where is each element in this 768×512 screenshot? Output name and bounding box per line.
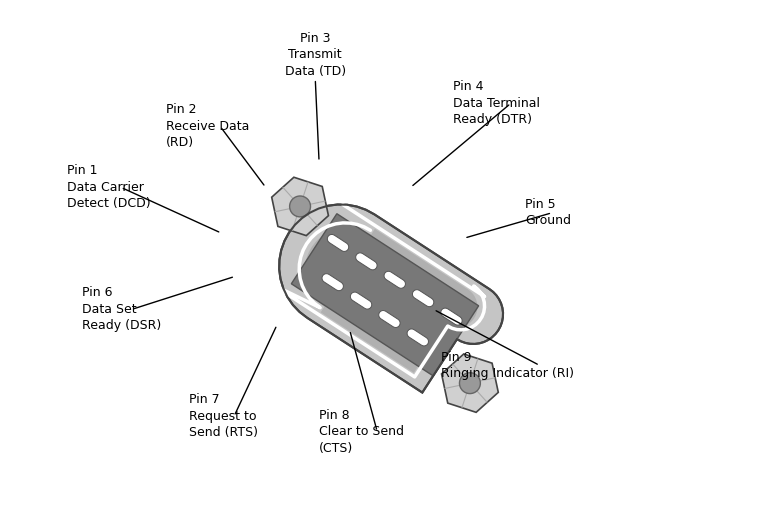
Text: Pin 2
Receive Data
(RD): Pin 2 Receive Data (RD) [167, 103, 250, 149]
Polygon shape [407, 329, 429, 346]
Polygon shape [327, 234, 349, 251]
Polygon shape [280, 204, 503, 393]
Polygon shape [441, 308, 462, 325]
Polygon shape [272, 177, 329, 236]
Polygon shape [412, 290, 434, 307]
Polygon shape [305, 227, 478, 373]
Text: Pin 5
Ground: Pin 5 Ground [525, 198, 571, 227]
Text: Pin 8
Clear to Send
(CTS): Pin 8 Clear to Send (CTS) [319, 409, 404, 455]
Text: Pin 4
Data Terminal
Ready (DTR): Pin 4 Data Terminal Ready (DTR) [453, 80, 540, 126]
Polygon shape [379, 311, 400, 328]
Text: Pin 1
Data Carrier
Detect (DCD): Pin 1 Data Carrier Detect (DCD) [67, 164, 151, 210]
Polygon shape [356, 253, 377, 270]
Polygon shape [442, 354, 498, 412]
Text: Pin 9
Ringing Indicator (RI): Pin 9 Ringing Indicator (RI) [442, 351, 574, 380]
Text: Pin 6
Data Set
Ready (DSR): Pin 6 Data Set Ready (DSR) [82, 287, 161, 332]
Text: Pin 7
Request to
Send (RTS): Pin 7 Request to Send (RTS) [189, 393, 258, 439]
Polygon shape [322, 274, 343, 291]
Circle shape [290, 196, 310, 217]
Polygon shape [350, 292, 372, 309]
Circle shape [459, 373, 480, 394]
Polygon shape [291, 214, 478, 376]
Text: Pin 3
Transmit
Data (TD): Pin 3 Transmit Data (TD) [285, 32, 346, 78]
Polygon shape [384, 271, 406, 288]
